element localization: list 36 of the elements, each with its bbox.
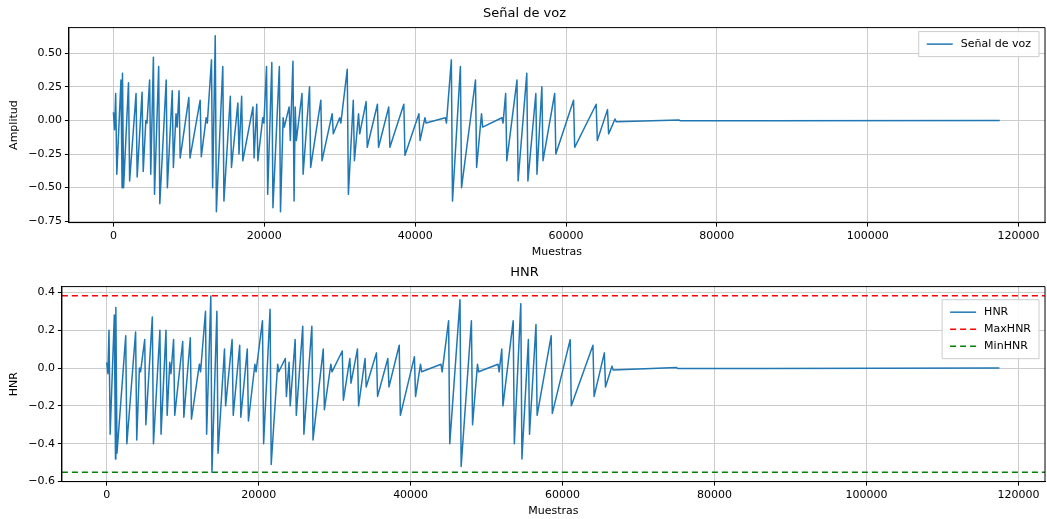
x-tick-label: 100000 — [846, 229, 889, 243]
y-axis-title: HNR — [7, 371, 21, 397]
x-tick-label: 40000 — [393, 488, 429, 502]
x-tick-label: 100000 — [845, 488, 888, 502]
y-tick-label: 0.25 — [37, 79, 62, 93]
x-tick-label: 120000 — [997, 229, 1040, 243]
x-tick-label: 60000 — [548, 229, 584, 243]
legend-label: MinHNR — [984, 339, 1029, 353]
legend-label: HNR — [984, 305, 1009, 319]
chart-title: Señal de voz — [482, 5, 567, 21]
x-axis-title: Muestras — [528, 504, 579, 518]
x-tick-label: 80000 — [697, 488, 733, 502]
x-tick-label: 20000 — [241, 488, 277, 502]
legend-label: Señal de voz — [960, 36, 1032, 50]
y-tick-label: 0.0 — [37, 360, 55, 374]
y-tick-label: −0.4 — [28, 436, 55, 450]
x-tick-label: 0 — [109, 229, 117, 243]
y-tick-label: 0.50 — [37, 46, 62, 60]
y-axis-title: Amplitud — [7, 100, 21, 150]
chart-title: HNR — [510, 264, 539, 280]
y-tick-label: 0.4 — [37, 285, 55, 299]
x-axis-title: Muestras — [531, 245, 583, 259]
y-tick-label: −0.75 — [28, 214, 62, 228]
y-tick-label: −0.50 — [28, 180, 62, 194]
y-tick-label: 0.00 — [37, 113, 62, 127]
x-tick-label: 40000 — [397, 229, 433, 243]
x-tick-label: 60000 — [545, 488, 581, 502]
y-tick-label: 0.2 — [37, 323, 55, 336]
x-tick-label: 20000 — [246, 229, 282, 243]
y-tick-label: −0.25 — [28, 146, 62, 160]
x-tick-label: 120000 — [997, 488, 1040, 502]
y-tick-label: −0.6 — [28, 474, 55, 488]
y-tick-label: −0.2 — [28, 398, 55, 412]
x-tick-label: 0 — [103, 488, 111, 502]
legend-label: MaxHNR — [984, 322, 1032, 336]
x-tick-label: 80000 — [699, 229, 735, 243]
